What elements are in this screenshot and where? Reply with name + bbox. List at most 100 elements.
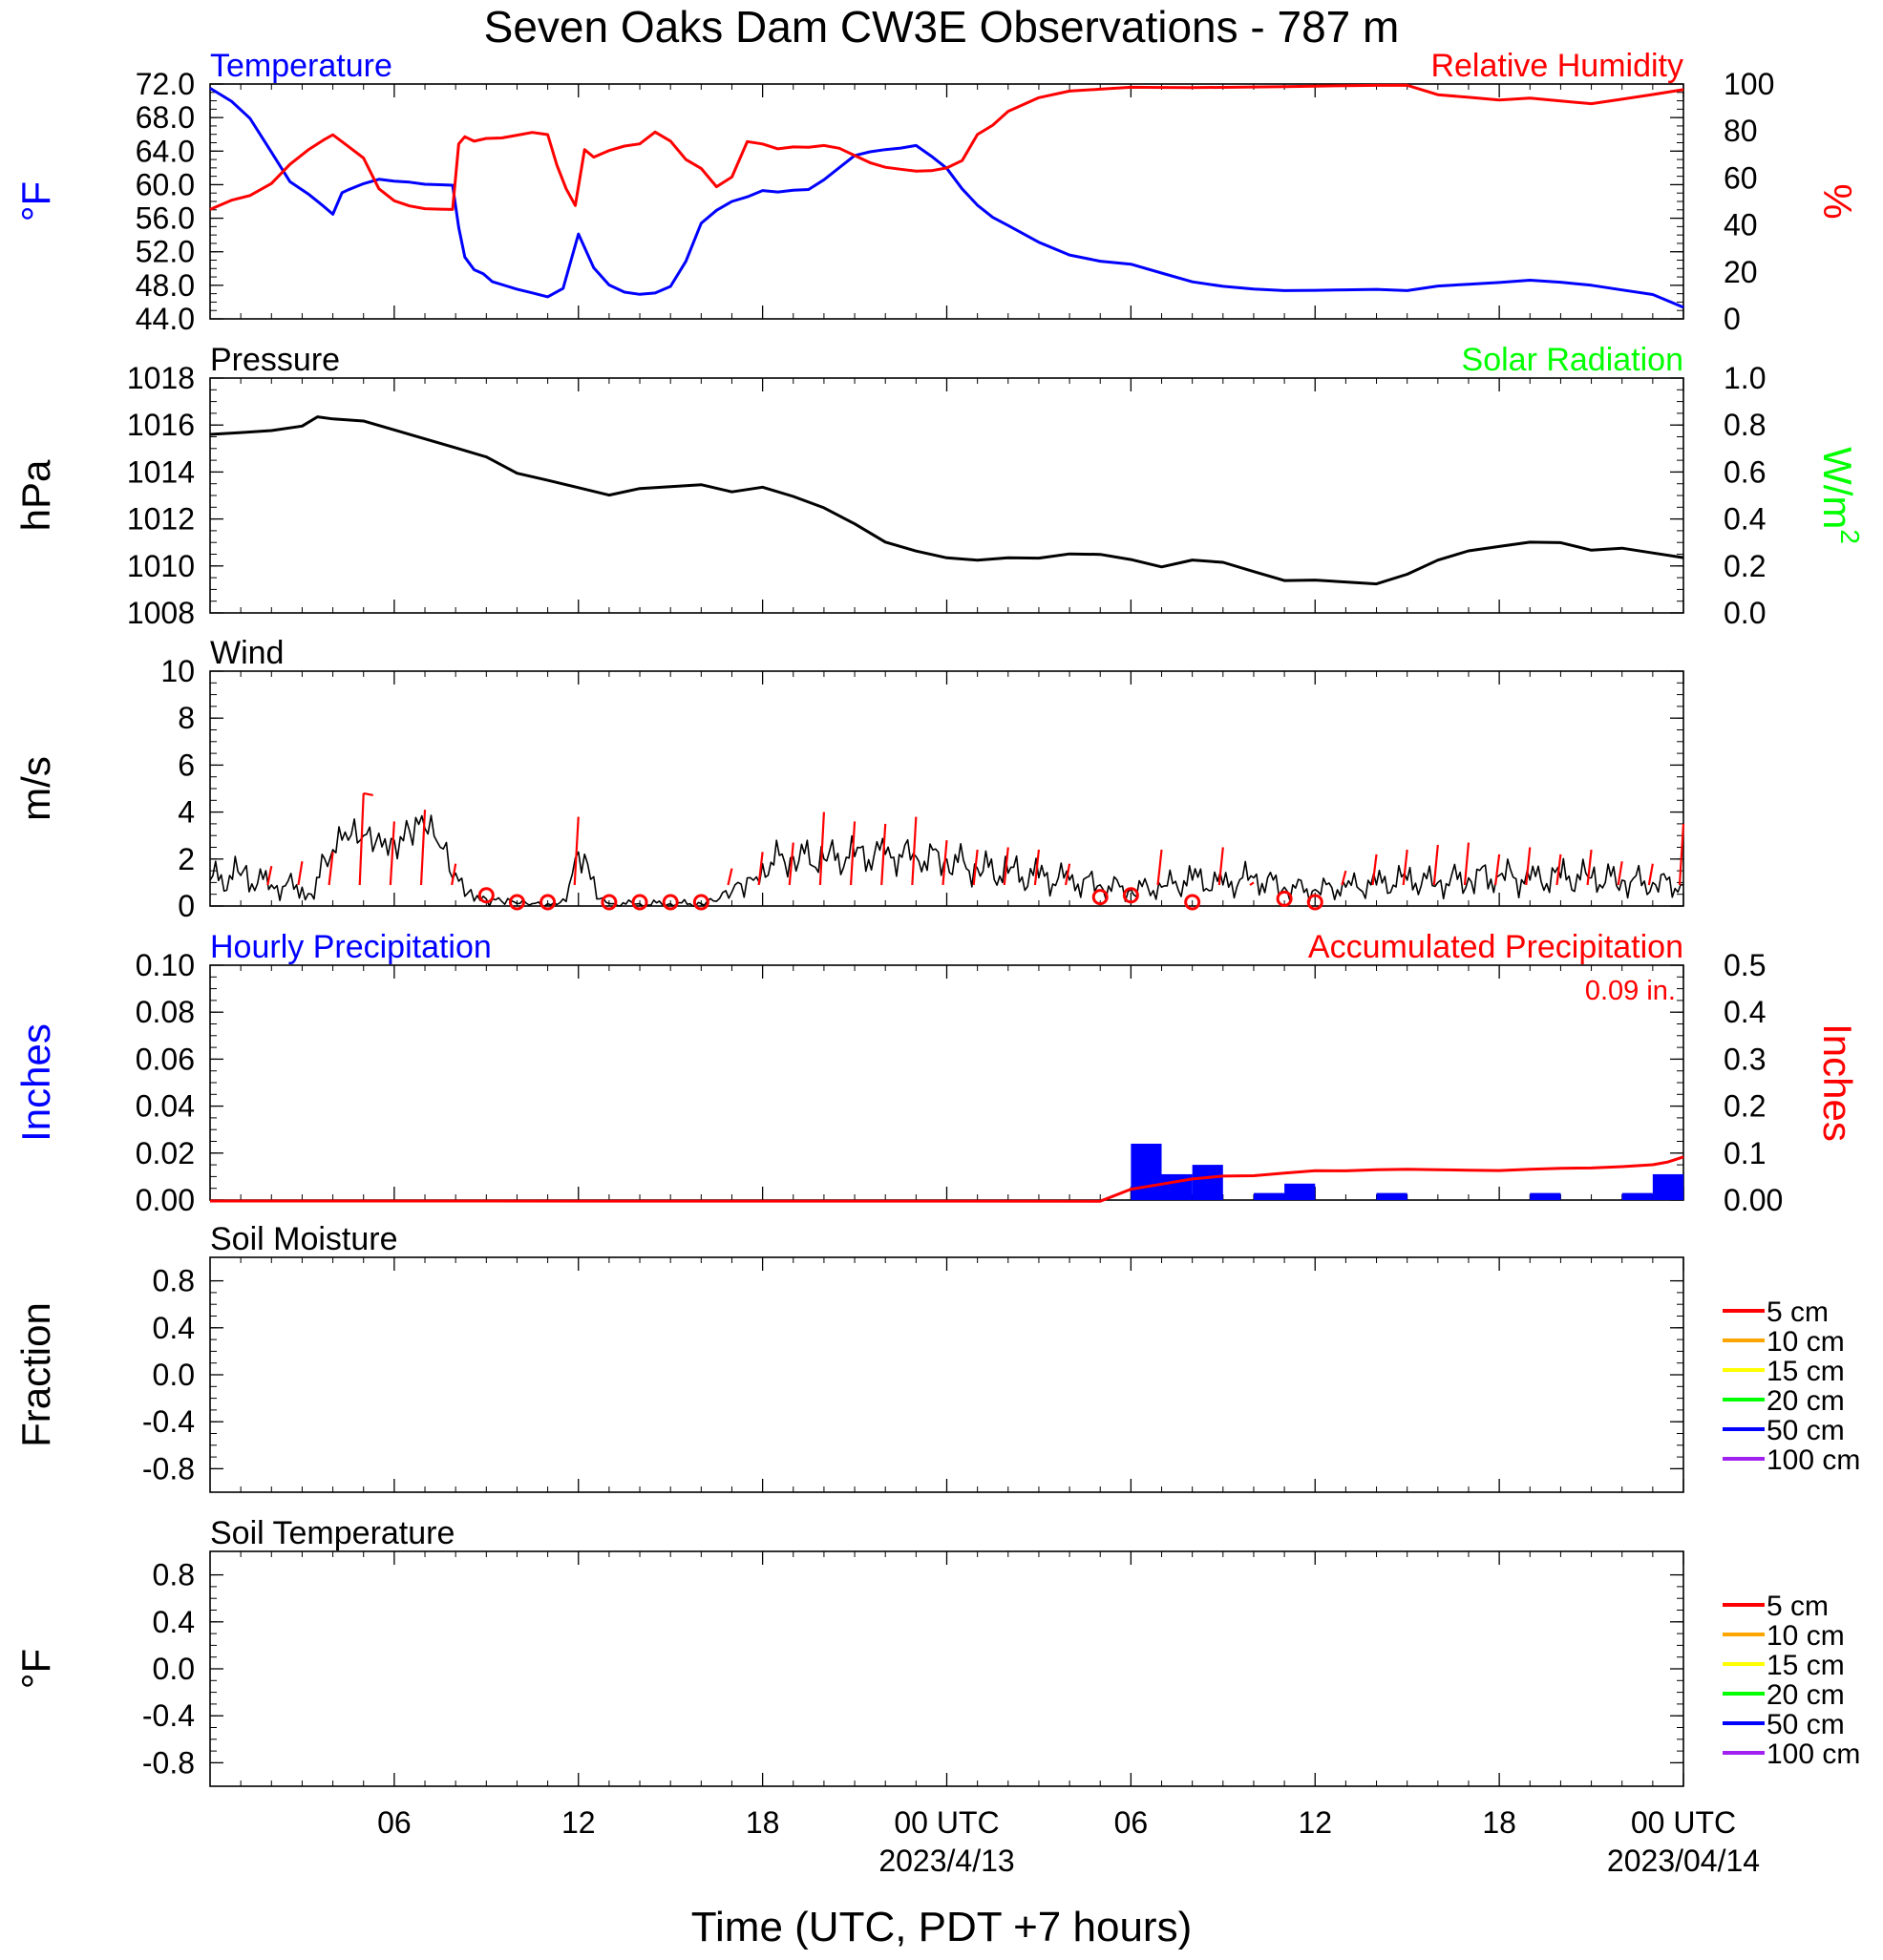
panel-title-right: Accumulated Precipitation (1308, 929, 1683, 965)
panel-title-left: Soil Temperature (210, 1515, 455, 1551)
series-line (209, 415, 1684, 586)
legend-label: 5 cm (1767, 1591, 1829, 1622)
y-tick-label: 0.4 (153, 1311, 195, 1345)
y-tick-label: -0.4 (142, 1404, 195, 1439)
wind-barb (1463, 842, 1470, 886)
x-axis-label: Time (UTC, PDT +7 hours) (691, 1904, 1192, 1950)
y-right-tick-label: 0.00 (1724, 1183, 1783, 1217)
x-tick-date: 2023/04/14 (1607, 1844, 1760, 1878)
wind-barb (1555, 854, 1562, 886)
wind-barb (942, 840, 948, 886)
y-tick-label: 0.02 (136, 1136, 195, 1170)
wind-barb (818, 811, 826, 886)
wind-barb (1432, 844, 1439, 886)
calm-wind-marker (1306, 894, 1323, 911)
y-tick-label: 4 (178, 795, 195, 830)
y-tick-label: 0.08 (136, 995, 195, 1029)
legend-label: 10 cm (1767, 1326, 1845, 1358)
y-tick-label: 52.0 (136, 235, 195, 269)
wind-barb (1402, 849, 1408, 886)
precip-bar (1530, 1192, 1561, 1200)
panel-title-left: Temperature (210, 48, 392, 84)
y-tick-label: 0.0 (153, 1652, 195, 1686)
y-tick-label: 44.0 (136, 302, 195, 336)
wind-barb (1678, 823, 1685, 886)
y-axis-label: Fraction (13, 1302, 58, 1447)
accumulated-total: 0.09 in. (1585, 976, 1676, 1006)
wind-barb (573, 816, 580, 886)
wind-barb (911, 816, 918, 886)
y-axis-label: hPa (13, 459, 58, 531)
figure-title: Seven Oaks Dam CW3E Observations - 787 m (484, 2, 1400, 52)
precip-bar (1652, 1173, 1683, 1200)
precip-bar (1192, 1165, 1223, 1200)
wind-barb (451, 863, 457, 886)
y-tick-label: 56.0 (136, 201, 195, 236)
y-tick-label: 0.4 (153, 1605, 195, 1639)
y-right-tick-label: 0.6 (1724, 454, 1766, 489)
precip-bar (1253, 1192, 1285, 1200)
y-right-tick-label: 0.4 (1724, 995, 1766, 1029)
y-tick-label: 0.8 (153, 1264, 195, 1298)
wind-barb (727, 868, 733, 886)
y-tick-label: 8 (178, 701, 195, 735)
wind-barb (788, 842, 794, 886)
calm-wind-marker (1122, 887, 1139, 904)
wind-barb (1156, 849, 1163, 886)
y-tick-label: -0.4 (142, 1698, 195, 1733)
legend-label: 10 cm (1767, 1620, 1845, 1652)
wind-barb (972, 849, 979, 886)
y-right-axis-label: W/m2 (1815, 447, 1865, 544)
panel-title-left: Pressure (210, 342, 340, 378)
wind-barb (757, 852, 764, 886)
legend-label: 20 cm (1767, 1385, 1845, 1417)
series-line (209, 814, 1684, 907)
precip-bar (1621, 1192, 1653, 1200)
x-tick-label: 18 (1482, 1805, 1516, 1840)
calm-wind-marker (631, 894, 648, 911)
plot-frame (209, 1256, 1684, 1493)
wind-barb (328, 852, 334, 886)
y-tick-label: 0 (178, 889, 195, 923)
panel-title-left: Soil Moisture (210, 1221, 398, 1257)
wind-barb (1617, 861, 1623, 886)
wind-barb (1586, 849, 1593, 886)
y-tick-label: 1010 (127, 549, 195, 583)
legend-label: 20 cm (1767, 1679, 1845, 1711)
y-right-tick-label: 1.0 (1724, 361, 1766, 395)
calm-wind-marker (601, 894, 618, 911)
x-tick-date: 2023/4/13 (878, 1844, 1014, 1878)
calm-wind-marker (508, 894, 525, 911)
wind-barb (1494, 854, 1501, 886)
precip-bar (1376, 1192, 1407, 1200)
y-right-tick-label: 100 (1724, 67, 1774, 101)
wind-barb (1249, 881, 1255, 886)
y-right-tick-label: 0.8 (1724, 408, 1766, 442)
y-tick-label: 0.04 (136, 1089, 195, 1124)
x-tick-label: 00 UTC (894, 1805, 999, 1840)
precip-bar (1131, 1143, 1162, 1200)
panel-2: 10 8 6 4 2 0 Wind m/s (13, 635, 1685, 923)
x-tick-label: 12 (561, 1805, 596, 1840)
wind-barb (1647, 863, 1654, 886)
y-right-tick-label: 0.3 (1724, 1042, 1766, 1076)
calm-wind-marker (1091, 889, 1109, 906)
plot-frame (209, 1550, 1684, 1787)
legend-label: 100 cm (1767, 1739, 1860, 1770)
y-tick-label: 1012 (127, 502, 195, 537)
y-axis-label: m/s (13, 756, 58, 821)
y-tick-label: 1016 (127, 408, 195, 442)
y-axis-label: Inches (13, 1023, 58, 1142)
panels: 72.068.064.060.056.052.048.044.010080604… (13, 48, 1865, 1878)
series-line (209, 83, 1684, 211)
panel-title-left: Wind (210, 635, 284, 671)
panel-1: 1018 1016 1014 1012 1010 1008 1.0 0.8 0.6 0.4 0.2 0… (13, 342, 1865, 630)
y-right-tick-label: 0.2 (1724, 1089, 1766, 1124)
y-tick-label: 2 (178, 842, 195, 876)
wind-barb (1341, 870, 1347, 886)
precip-bar (1161, 1173, 1193, 1200)
y-tick-label: 10 (160, 654, 195, 688)
wind-barb (1065, 863, 1071, 886)
y-tick-label: 60.0 (136, 167, 195, 201)
